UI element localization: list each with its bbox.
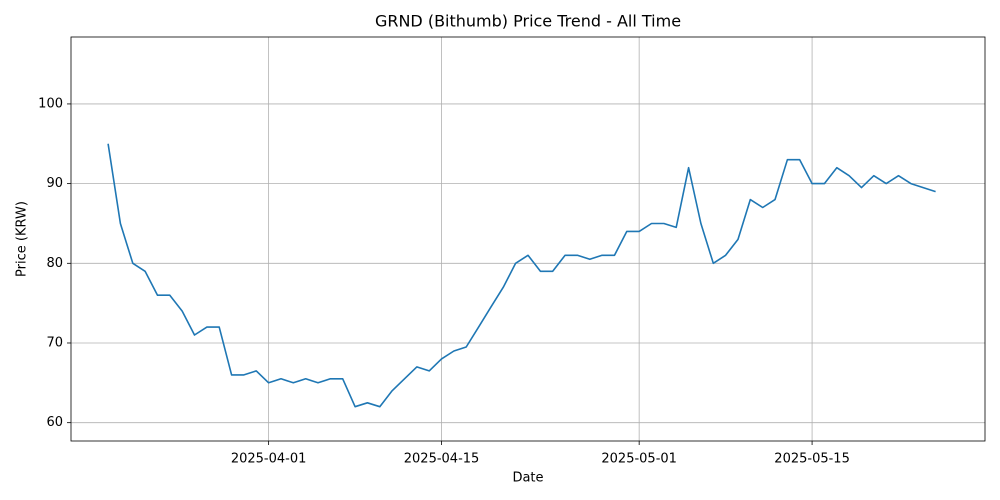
y-tick-label: 60 [46,415,63,430]
y-tick-label: 70 [46,335,63,350]
x-tick-label: 2025-05-15 [774,452,850,467]
chart-title: GRND (Bithumb) Price Trend - All Time [375,12,681,31]
x-axis-label: Date [512,471,543,486]
y-tick-label: 80 [46,256,63,271]
price-line [107,143,936,408]
plot-frame [70,36,986,442]
y-tick-label: 90 [46,176,63,191]
y-tick-label: 100 [38,96,63,111]
x-tick-label: 2025-05-01 [601,452,677,467]
x-tick-label: 2025-04-01 [231,452,307,467]
x-tick-label: 2025-04-15 [404,452,480,467]
y-axis-label: Price (KRW) [15,201,30,277]
